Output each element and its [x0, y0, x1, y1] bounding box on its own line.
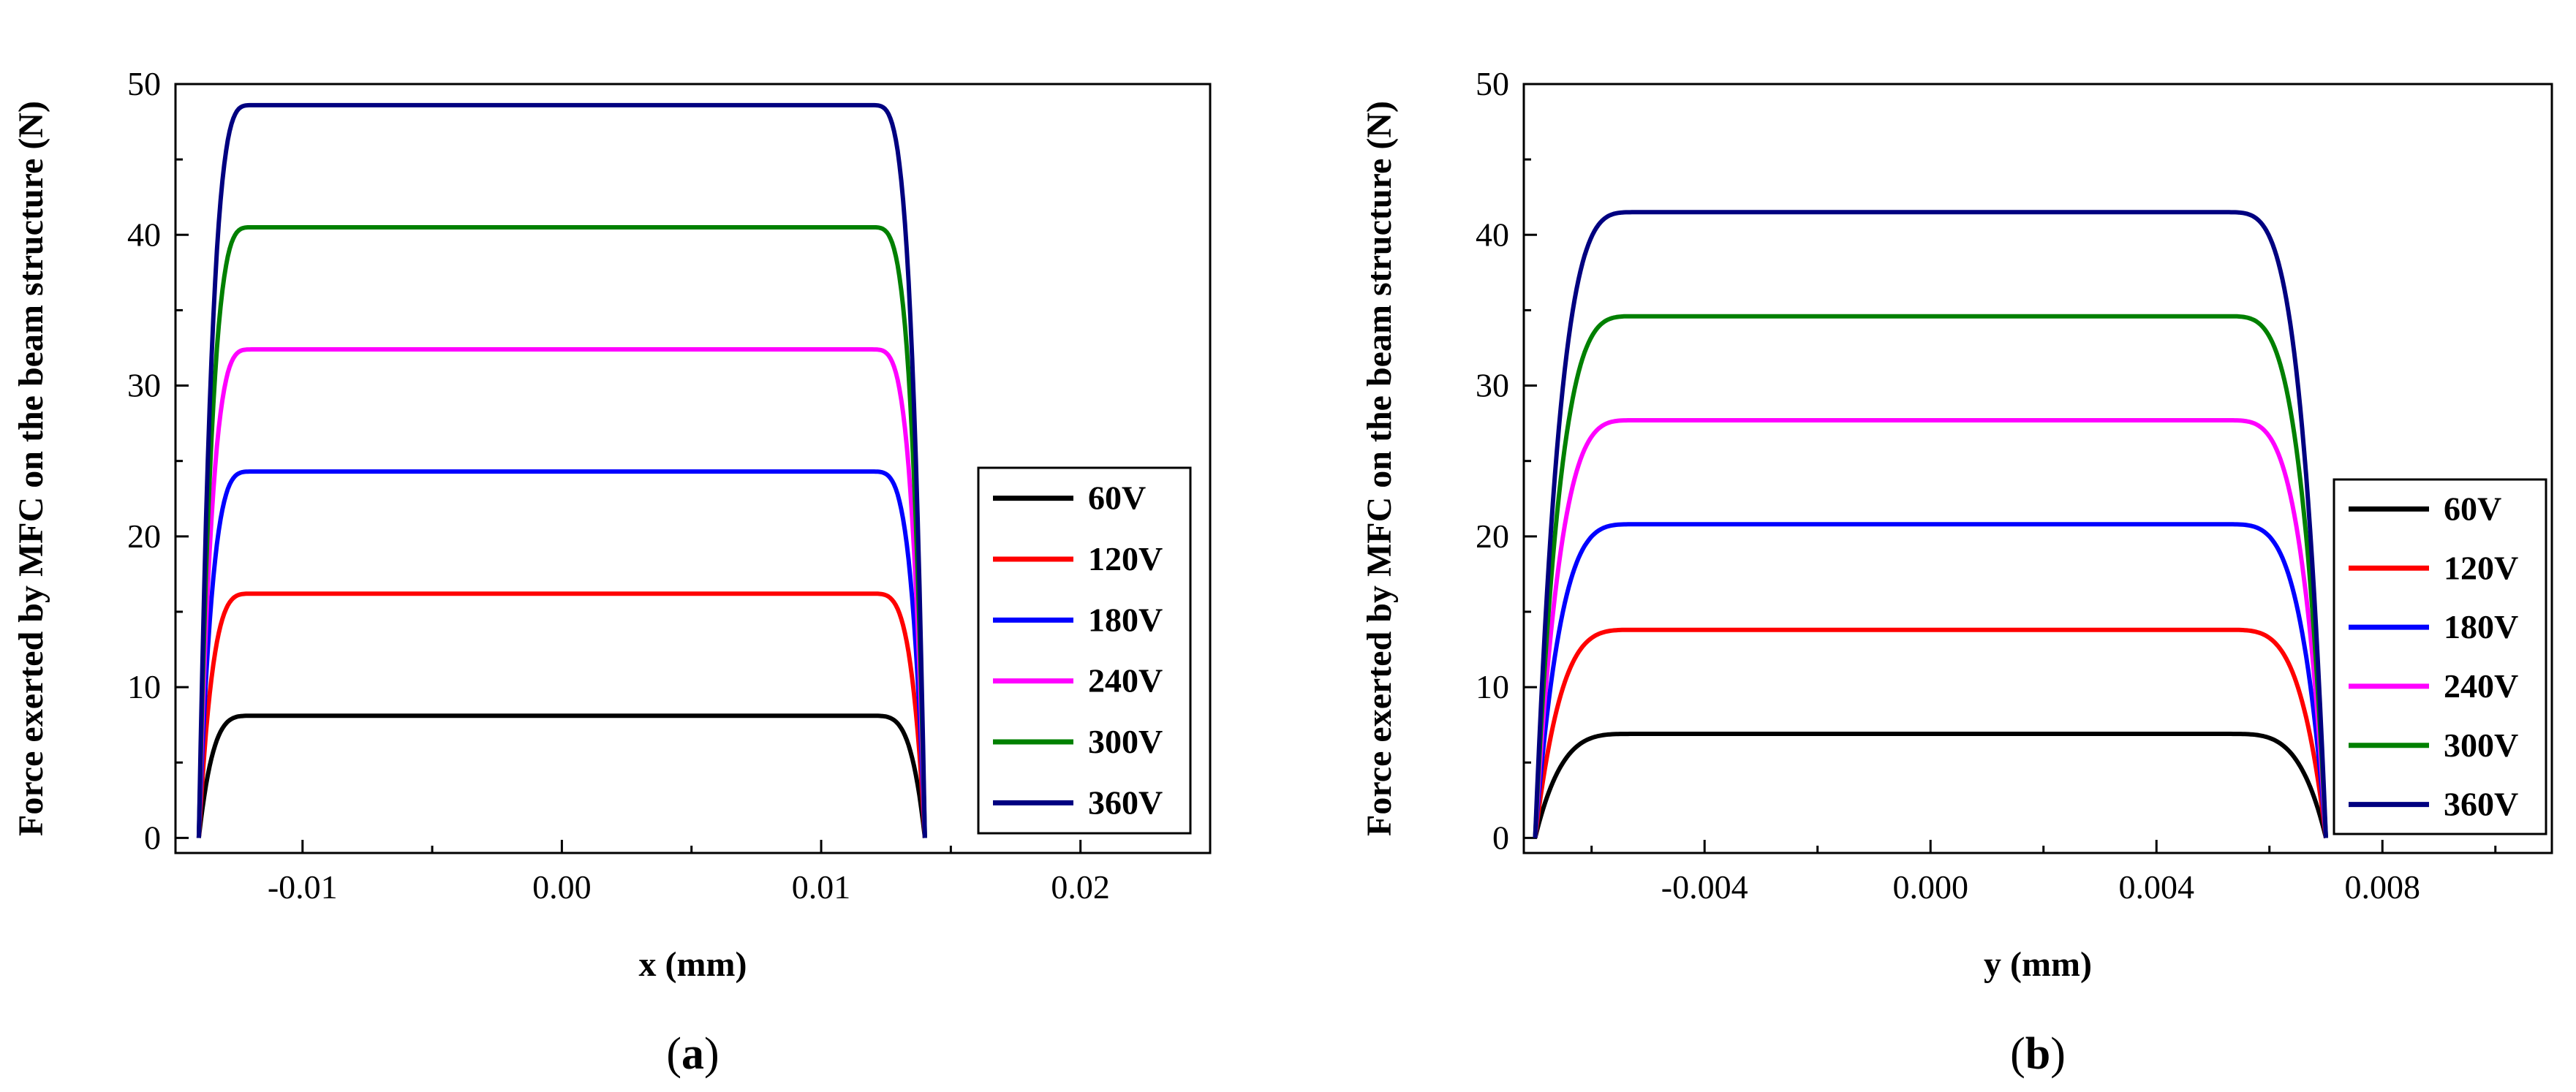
y-tick-label: 0	[1492, 819, 1509, 856]
x-axis-label: y (mm)	[1984, 945, 2092, 984]
x-tick-label: 0.008	[2344, 868, 2420, 906]
series-line-60V	[1533, 732, 2328, 839]
series-line-360V	[1533, 210, 2328, 838]
y-axis-label: Force exerted by MFC on the beam structu…	[1360, 101, 1399, 836]
legend-label-360V: 360V	[2444, 786, 2518, 823]
panel-label: (b)	[2010, 1029, 2066, 1079]
chart-panel-b: 0 10 20 30 40 50 -0.004 0.000 0.004 0.008 y (mm) Fo…	[1360, 65, 2553, 1079]
y-tick-label: 50	[127, 65, 161, 102]
plot-frame	[174, 83, 1212, 854]
legend-label-120V: 120V	[1088, 540, 1163, 577]
y-tick-label: 10	[1476, 668, 1509, 705]
legend: 60V 120V 180V 240V 300V 360V	[2333, 478, 2547, 835]
legend-box	[2333, 478, 2547, 835]
legend-box	[977, 466, 1192, 835]
legend-label-180V: 180V	[1088, 601, 1163, 638]
legend-label-240V: 240V	[2444, 667, 2518, 705]
series-line-120V	[196, 591, 927, 838]
x-tick-label: 0.01	[792, 868, 851, 906]
y-tick-label: 10	[127, 668, 161, 705]
x-tick-label: 0.02	[1051, 868, 1110, 906]
y-axis-label: Force exerted by MFC on the beam structu…	[12, 101, 50, 836]
legend-label-300V: 300V	[1088, 723, 1163, 760]
y-tick-label: 30	[1476, 367, 1509, 404]
plot-frame	[1522, 83, 2553, 854]
y-tick-label: 40	[127, 216, 161, 253]
chart-panel-a: 0 10 20 30 40 50 -0.01 0.00 0.01 0.02 x (mm) Force …	[12, 65, 1212, 1079]
x-tick-label: -0.01	[268, 868, 338, 906]
series-line-300V	[1533, 314, 2328, 838]
panel-label: (a)	[666, 1029, 719, 1079]
legend: 60V 120V 180V 240V 300V 360V	[977, 466, 1192, 835]
x-tick-label: 0.004	[2118, 868, 2194, 906]
x-tick-label: 0.000	[1892, 868, 1968, 906]
legend-label-60V: 60V	[2444, 490, 2501, 527]
series-line-240V	[196, 347, 927, 838]
legend-label-360V: 360V	[1088, 784, 1163, 821]
series-line-240V	[1533, 418, 2328, 838]
legend-label-300V: 300V	[2444, 727, 2518, 764]
y-tick-label: 0	[144, 819, 161, 856]
legend-label-240V: 240V	[1088, 662, 1163, 699]
series-line-300V	[196, 225, 927, 838]
y-tick-label: 40	[1476, 216, 1509, 253]
series-line-180V	[196, 469, 927, 838]
legend-label-60V: 60V	[1088, 479, 1146, 517]
y-tick-label: 20	[127, 517, 161, 555]
x-axis-label: x (mm)	[639, 945, 747, 984]
x-tick-label: 0.00	[532, 868, 592, 906]
series-line-120V	[1533, 627, 2328, 838]
y-tick-label: 20	[1476, 517, 1509, 555]
y-tick-label: 50	[1476, 65, 1509, 102]
legend-label-120V: 120V	[2444, 549, 2518, 586]
series-line-60V	[196, 713, 927, 838]
y-tick-label: 30	[127, 367, 161, 404]
series-line-360V	[196, 102, 927, 838]
series-line-180V	[1533, 522, 2328, 838]
x-tick-label: -0.004	[1661, 868, 1748, 906]
legend-label-180V: 180V	[2444, 608, 2518, 645]
